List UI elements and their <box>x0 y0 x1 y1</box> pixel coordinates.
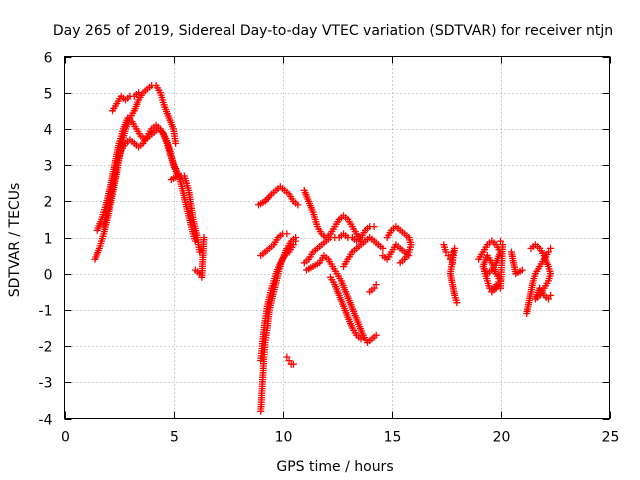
series-arc-13 <box>300 223 378 267</box>
series-arc-3 <box>100 121 182 231</box>
series-arc-6 <box>191 234 208 281</box>
data-point <box>453 299 461 307</box>
data-point <box>283 353 291 361</box>
y-tick-label: 1 <box>44 232 53 248</box>
series-arc-22 <box>479 237 507 296</box>
y-tick-label: 6 <box>44 51 53 67</box>
series-arc-12 <box>300 186 365 245</box>
y-axis-label: SDTVAR / TECUs <box>7 183 23 298</box>
data-point <box>442 248 450 256</box>
series-arc-5 <box>167 172 204 256</box>
series-arc-8 <box>257 237 300 365</box>
data-point <box>357 335 365 343</box>
data-point <box>285 357 293 365</box>
series-arc-25 <box>527 241 555 303</box>
data-point <box>547 291 555 299</box>
y-tick-label: 3 <box>44 159 53 175</box>
y-tick-label: -2 <box>39 340 53 356</box>
data-point <box>379 244 387 252</box>
series-arc-18 <box>383 223 415 267</box>
data-point <box>545 248 552 256</box>
data-point <box>292 237 300 245</box>
series-arc-14 <box>303 252 380 346</box>
y-tick-label: 5 <box>44 87 53 103</box>
y-tick-label: 2 <box>44 195 53 211</box>
data-point <box>372 281 380 289</box>
data-point <box>486 284 494 292</box>
data-point <box>405 252 413 260</box>
axis-ticks: 0 5 10 15 20 25 -4 -3 -2 -1 0 1 2 3 4 5 6 <box>39 51 620 446</box>
x-tick-label: 0 <box>61 430 70 446</box>
data-point <box>499 241 507 249</box>
data-point <box>497 237 504 245</box>
x-tick-label: 15 <box>384 430 402 446</box>
series-arc-16 <box>340 234 387 270</box>
x-tick-label: 5 <box>170 430 179 446</box>
y-tick-label: 0 <box>44 268 53 284</box>
series-arc-9 <box>257 230 291 260</box>
data-point <box>200 234 208 241</box>
data-point <box>370 284 378 292</box>
y-tick-label: 4 <box>44 123 53 139</box>
data-point <box>283 230 291 238</box>
data-point <box>135 89 143 97</box>
data-point <box>370 223 378 231</box>
series-arc-11 <box>283 353 297 368</box>
x-axis-label: GPS time / hours <box>276 459 393 475</box>
data-point <box>547 244 555 252</box>
series-arc-20 <box>440 241 461 307</box>
series-arc-23 <box>507 248 526 278</box>
data-point <box>294 201 302 209</box>
series-arc-17 <box>366 281 380 296</box>
series-arc-15 <box>327 273 365 343</box>
data-point <box>396 259 404 267</box>
data-point <box>172 139 180 147</box>
data-point <box>518 266 526 274</box>
plot-frame <box>64 56 610 419</box>
series-arc-19 <box>379 241 413 263</box>
x-tick-label: 25 <box>602 430 620 446</box>
data-markers <box>91 82 555 415</box>
chart-title: Day 265 of 2019, Sidereal Day-to-day VTE… <box>53 23 613 39</box>
y-tick-label: -3 <box>39 376 53 392</box>
data-point <box>196 248 204 256</box>
y-tick-label: -1 <box>39 304 53 320</box>
x-tick-label: 20 <box>493 430 511 446</box>
x-tick-label: 10 <box>275 430 293 446</box>
series-arc-10 <box>255 183 302 209</box>
series-arc-4 <box>109 89 143 115</box>
data-point <box>372 331 380 339</box>
data-point <box>289 360 297 368</box>
y-tick-label: -4 <box>39 413 53 429</box>
data-point <box>289 241 297 249</box>
data-point <box>545 295 552 303</box>
